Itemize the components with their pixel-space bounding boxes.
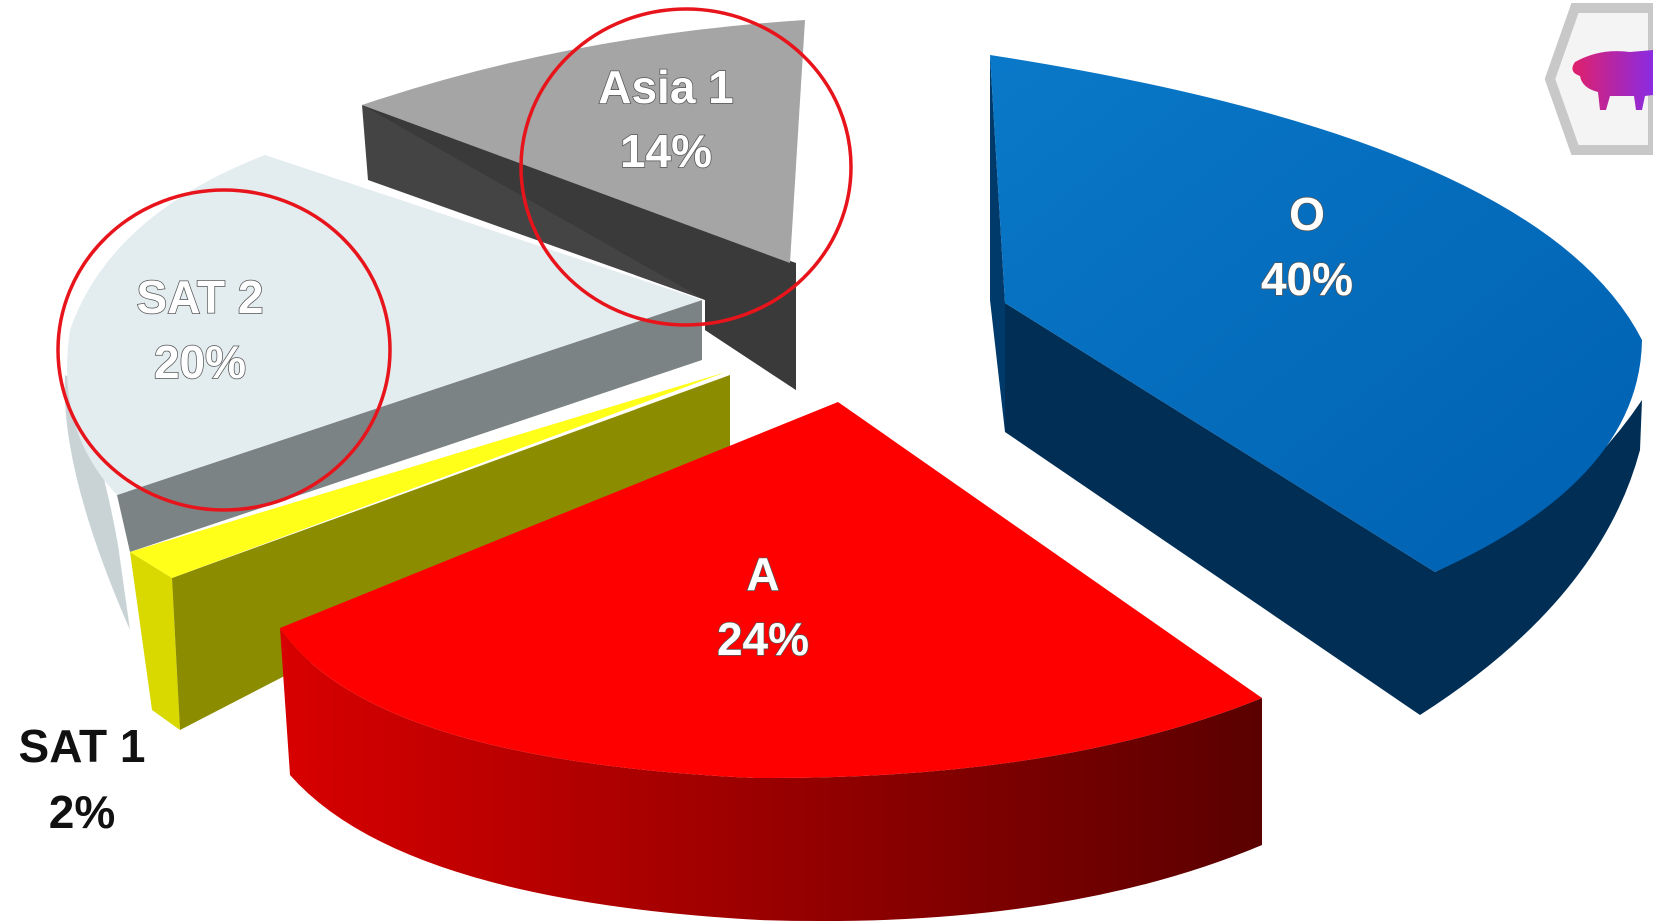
slice-o-side [1005,303,1642,715]
label-o-pct: 40% [1261,253,1353,305]
label-sat-1-pct: 2% [49,786,115,838]
slice-asia-1-face [362,105,796,390]
slice-a-top [280,402,1262,779]
bull-icon [1572,50,1653,110]
label-a-pct: 24% [717,613,809,665]
slice-sat-1-side [130,552,180,730]
slice-sat-1-top [130,372,726,578]
slice-asia-1-side [362,105,796,390]
slice-asia-1[interactable] [362,20,805,390]
slice-sat-2[interactable] [64,155,702,630]
highlight-circle-sat-2 [56,188,392,512]
highlight-circle-asia-1 [519,7,853,327]
slice-a[interactable] [280,402,1262,922]
label-sat-2-pct: 20% [154,336,246,388]
label-o-name: O [1289,188,1325,240]
slice-o-top [990,55,1642,572]
slice-sat-2-top [67,155,702,495]
label-sat-1-name: SAT 1 [19,720,146,772]
slice-sat-2-inner [117,300,702,552]
label-asia-1-name: Asia 1 [598,61,734,113]
logo [1544,3,1653,155]
slice-asia-1-top [362,20,805,263]
slice-a-side [280,628,1262,922]
slice-o-face [990,55,1005,432]
slice-o[interactable] [990,55,1642,715]
label-sat-2-name: SAT 2 [137,271,264,323]
label-asia-1-pct: 14% [620,125,712,177]
label-a-name: A [746,548,779,600]
